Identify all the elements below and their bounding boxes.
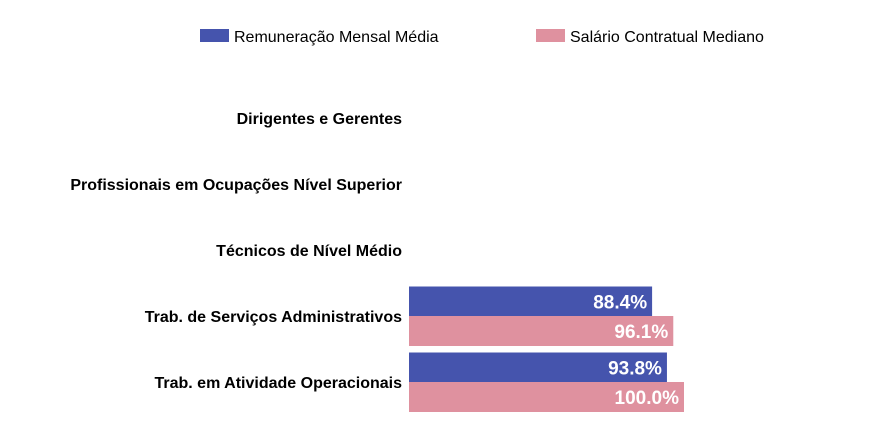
category-label: Técnicos de Nível Médio (216, 243, 402, 260)
category-label: Profissionais em Ocupações Nível Superio… (70, 177, 402, 194)
data-label: 93.8% (608, 359, 662, 380)
data-label: 88.4% (593, 293, 647, 314)
category-label: Dirigentes e Gerentes (237, 111, 403, 128)
data-label: 96.1% (614, 322, 668, 343)
legend-swatch (200, 29, 229, 42)
data-label: 100.0% (615, 388, 680, 409)
bar (409, 352, 667, 383)
category-label: Trab. em Atividade Operacionais (155, 375, 403, 392)
bar (409, 316, 674, 346)
legend-label: Remuneração Mensal Média (234, 29, 439, 46)
bar (409, 382, 684, 412)
legend-label: Salário Contratual Mediano (570, 29, 764, 46)
category-label: Trab. de Serviços Administrativos (145, 309, 402, 326)
legend-swatch (536, 29, 565, 42)
bar (409, 286, 653, 317)
